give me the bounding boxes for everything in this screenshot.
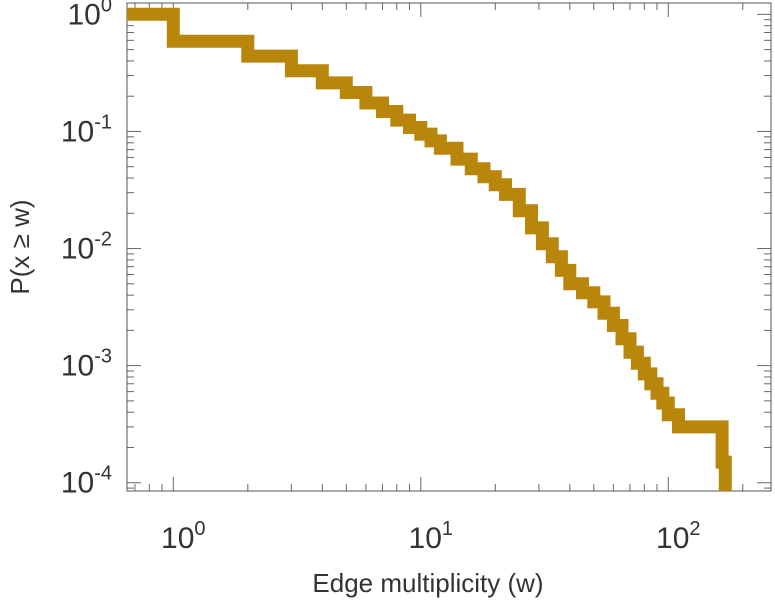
x-tick-label: 102 <box>656 518 701 555</box>
plot-frame <box>126 2 772 492</box>
x-tick-label: 101 <box>409 518 454 555</box>
y-tick-label: 10-1 <box>61 111 112 148</box>
y-tick-labels: 100 10-1 10-2 10-3 10-4 <box>61 0 112 500</box>
y-axis-label: P(x ≥ w) <box>5 199 35 294</box>
y-tick-label: 100 <box>68 0 113 31</box>
x-axis-label: Edge multiplicity (w) <box>312 568 543 598</box>
y-tick-label: 10-3 <box>61 346 112 383</box>
axis-ticks <box>127 3 771 491</box>
y-tick-label: 10-2 <box>61 229 112 266</box>
series-layer <box>127 7 732 491</box>
y-tick-label: 10-4 <box>61 463 112 500</box>
x-tick-label: 100 <box>161 518 206 555</box>
ccdf-step-line <box>127 7 732 491</box>
x-tick-labels: 100 101 102 <box>161 518 700 555</box>
